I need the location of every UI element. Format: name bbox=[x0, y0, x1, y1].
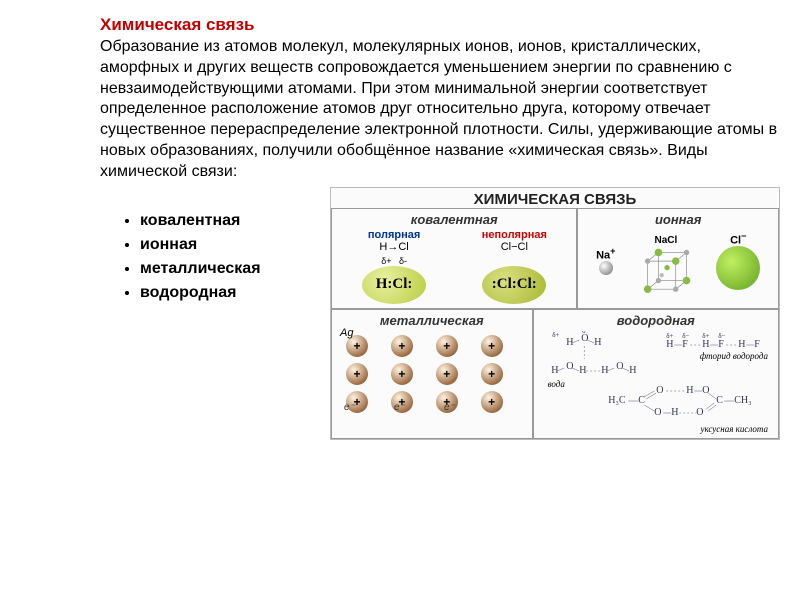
ionic-cell: ионная Na+ NaCl bbox=[577, 208, 779, 309]
svg-text:H₃C: H₃C bbox=[608, 395, 626, 406]
svg-text:F: F bbox=[718, 339, 724, 350]
hydrogen-diagram-icon: HOH δ+δ− HOH HOH HF bbox=[536, 329, 776, 436]
cl-charge: − bbox=[741, 231, 746, 241]
electron-label: e⁻ bbox=[344, 402, 355, 413]
metal-lattice-icon: + + + + + + + + + + + + bbox=[336, 333, 528, 415]
list-item-hydrogen: водородная bbox=[140, 284, 320, 302]
crystal-lattice-icon: NaCl bbox=[639, 235, 693, 289]
na-symbol: Na bbox=[596, 249, 610, 261]
metal-ion-icon: + bbox=[481, 335, 503, 357]
acid-caption: уксусная кислота bbox=[700, 424, 768, 434]
nonpolar-lewis-icon: :Cl:Cl: bbox=[482, 266, 546, 304]
chemical-bond-diagram: ХИМИЧЕСКАЯ СВЯЗЬ ковалентная полярная H→… bbox=[330, 187, 780, 440]
svg-text:H: H bbox=[579, 365, 586, 376]
metal-ion-icon: + bbox=[391, 363, 413, 385]
svg-text:O: O bbox=[616, 361, 623, 372]
metal-ion-icon: + bbox=[391, 335, 413, 357]
svg-text:H: H bbox=[601, 365, 608, 376]
svg-text:O: O bbox=[654, 407, 661, 418]
diagram-main-title: ХИМИЧЕСКАЯ СВЯЗЬ bbox=[331, 188, 779, 208]
covalent-label: ковалентная bbox=[334, 211, 574, 228]
water-caption: вода bbox=[548, 379, 565, 389]
svg-text:δ−: δ− bbox=[582, 331, 589, 335]
electron-label: e⁻ bbox=[394, 402, 405, 413]
nonpolar-formula: Cl−Cl bbox=[456, 241, 572, 253]
svg-text:H: H bbox=[629, 365, 636, 376]
polar-lewis-icon: H:Cl: bbox=[362, 266, 426, 304]
svg-text:F: F bbox=[682, 339, 688, 350]
metal-ion-icon: + bbox=[481, 391, 503, 413]
svg-text:δ+: δ+ bbox=[552, 331, 559, 339]
svg-text:O: O bbox=[696, 407, 703, 418]
slide-title: Химическая связь bbox=[100, 15, 780, 35]
svg-text:O: O bbox=[702, 385, 709, 396]
electron-label: e⁻ bbox=[444, 402, 455, 413]
metal-ion-icon: + bbox=[436, 335, 458, 357]
svg-text:H: H bbox=[551, 365, 558, 376]
ionic-label: ионная bbox=[580, 211, 776, 228]
svg-text:H: H bbox=[738, 339, 745, 350]
delta-minus: δ- bbox=[399, 256, 407, 266]
svg-text:F: F bbox=[754, 339, 760, 350]
covalent-cell: ковалентная полярная H→Cl неполярная Cl−… bbox=[331, 208, 577, 309]
svg-text:δ+: δ+ bbox=[666, 332, 673, 340]
polar-formula: H→Cl bbox=[336, 241, 452, 253]
list-item-ionic: ионная bbox=[140, 236, 320, 254]
nonpolar-label: неполярная bbox=[456, 229, 572, 241]
svg-text:O: O bbox=[656, 385, 663, 396]
nacl-label: NaCl bbox=[639, 235, 693, 246]
svg-text:δ−: δ− bbox=[682, 332, 689, 340]
delta-plus: δ+ bbox=[381, 256, 391, 266]
ag-label: Ag bbox=[340, 327, 353, 339]
na-ion-icon bbox=[599, 261, 613, 275]
svg-text:CH₃: CH₃ bbox=[734, 395, 751, 406]
bond-type-list: ковалентная ионная металлическая водород… bbox=[100, 212, 320, 308]
svg-text:H: H bbox=[702, 339, 709, 350]
svg-text:H: H bbox=[671, 407, 678, 418]
svg-text:H: H bbox=[686, 385, 693, 396]
hydrogen-cell: водородная HOH δ+δ− HOH bbox=[533, 309, 779, 439]
metallic-label: металлическая bbox=[334, 312, 530, 329]
list-item-covalent: ковалентная bbox=[140, 212, 320, 230]
metal-ion-icon: + bbox=[346, 363, 368, 385]
svg-text:C: C bbox=[638, 395, 645, 406]
svg-text:δ+: δ+ bbox=[702, 332, 709, 340]
metal-ion-icon: + bbox=[481, 363, 503, 385]
metal-ion-icon: + bbox=[436, 363, 458, 385]
svg-text:O: O bbox=[566, 361, 573, 372]
metallic-cell: металлическая Ag + + + + + + + + + bbox=[331, 309, 533, 439]
body-paragraph: Образование из атомов молекул, молекуляр… bbox=[100, 37, 780, 183]
cl-ion-icon bbox=[716, 246, 760, 290]
na-charge: + bbox=[610, 246, 615, 256]
hf-caption: фторид водорода bbox=[700, 351, 768, 361]
svg-text:H: H bbox=[566, 337, 573, 348]
cl-symbol: Cl bbox=[730, 234, 741, 246]
polar-label: полярная bbox=[336, 229, 452, 241]
svg-text:δ−: δ− bbox=[718, 332, 725, 340]
list-item-metallic: металлическая bbox=[140, 260, 320, 278]
svg-text:H: H bbox=[666, 339, 673, 350]
svg-text:H: H bbox=[594, 337, 601, 348]
hydrogen-label: водородная bbox=[536, 312, 776, 329]
svg-text:C: C bbox=[716, 395, 723, 406]
